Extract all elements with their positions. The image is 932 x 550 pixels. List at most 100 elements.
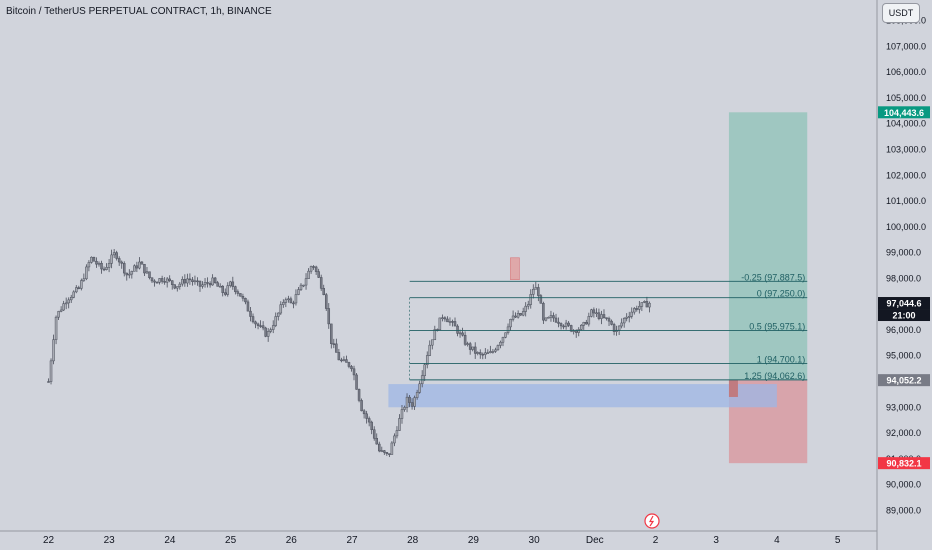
candle-body	[486, 352, 490, 354]
candle-body	[564, 322, 568, 328]
y-tick-label: 96,000.0	[886, 325, 921, 335]
candle-body	[463, 334, 467, 345]
candle-body	[431, 339, 434, 346]
candle-body	[453, 321, 457, 327]
candle-body	[110, 254, 113, 264]
candle-body	[155, 281, 159, 284]
candle-body	[302, 284, 305, 287]
candle-body	[327, 308, 331, 325]
clock-icon[interactable]	[644, 513, 660, 529]
candle-body	[176, 286, 179, 289]
candle-body	[72, 291, 75, 298]
x-tick-label: Dec	[586, 535, 604, 546]
candle-body	[292, 302, 295, 305]
target-zone[interactable]	[728, 112, 808, 381]
candle-body	[145, 271, 149, 274]
candle-body	[383, 450, 386, 453]
candle-body	[514, 315, 517, 318]
candle-body	[112, 252, 116, 256]
stop-price-tag: 90,832.1	[886, 459, 921, 469]
candle-body	[77, 287, 81, 289]
candle-body	[163, 281, 166, 283]
candle-body	[595, 312, 598, 315]
candle-body	[100, 262, 103, 270]
candle-body	[612, 324, 616, 332]
candle-body	[319, 277, 323, 289]
candle-body	[234, 286, 237, 292]
fib-level-label: 0.5 (95,975.1)	[749, 322, 805, 332]
x-tick-label: 30	[529, 535, 541, 546]
candle-body	[585, 322, 588, 325]
candle-body	[322, 288, 325, 295]
candle-body	[231, 281, 235, 287]
candle-body	[625, 316, 628, 319]
candle-body	[266, 331, 270, 337]
candle-body	[350, 366, 353, 370]
candle-body	[97, 262, 101, 265]
candle-body	[304, 278, 308, 286]
y-tick-label: 99,000.0	[886, 248, 921, 258]
candle-body	[466, 343, 469, 345]
candle-body	[499, 341, 502, 346]
candle-body	[261, 325, 265, 329]
x-tick-label: 5	[835, 535, 841, 546]
candle-body	[587, 316, 591, 325]
candle-body	[122, 263, 126, 274]
candle-body	[75, 287, 78, 293]
candle-body	[191, 279, 194, 282]
candle-body	[559, 323, 563, 327]
candle-body	[49, 360, 53, 382]
fib-level-label: 0 (97,250.0)	[757, 289, 806, 299]
candle-body	[370, 421, 373, 430]
candle-body	[52, 339, 55, 362]
candle-body	[395, 430, 399, 437]
candle-body	[610, 320, 613, 325]
candle-body	[297, 289, 300, 295]
candle-body	[491, 351, 495, 353]
candle-body	[509, 318, 512, 328]
current-price-tag: 97,044.6	[886, 299, 921, 309]
candle-body	[446, 318, 449, 323]
x-tick-label: 22	[43, 535, 55, 546]
candle-body	[385, 452, 389, 454]
time-axis[interactable]	[0, 531, 877, 550]
candle-body	[226, 285, 230, 295]
y-tick-label: 102,000.0	[886, 170, 926, 180]
x-tick-label: 4	[774, 535, 780, 546]
candle-body	[557, 321, 560, 324]
candle-body	[186, 278, 189, 284]
candle-body	[193, 280, 197, 283]
candle-body	[360, 400, 363, 412]
candle-body	[484, 352, 487, 355]
candle-body	[173, 284, 176, 289]
candle-body	[448, 321, 452, 323]
candle-body	[165, 278, 169, 283]
y-tick-label: 95,000.0	[886, 351, 921, 361]
candle-body	[259, 325, 262, 327]
candle-body	[148, 271, 151, 278]
candle-body	[249, 310, 252, 317]
candle-body	[279, 304, 283, 314]
demand-zone[interactable]	[388, 384, 777, 408]
candle-body	[398, 418, 401, 431]
candle-body	[87, 262, 91, 268]
candle-body	[140, 261, 144, 265]
candle-body	[345, 359, 348, 363]
candle-body	[481, 353, 485, 356]
candle-body	[567, 322, 570, 326]
candle-body	[287, 298, 290, 301]
candle-body	[57, 311, 60, 318]
candle-body	[117, 258, 121, 263]
candle-body	[526, 304, 530, 307]
candle-body	[208, 283, 212, 286]
candle-body	[539, 295, 543, 304]
candle-body	[80, 280, 83, 289]
candle-body	[592, 309, 596, 314]
candle-body	[580, 325, 583, 330]
currency-button[interactable]: USDT	[882, 3, 920, 23]
candle-body	[251, 316, 255, 323]
candle-body	[342, 359, 346, 361]
candle-body	[347, 362, 351, 367]
candle-body	[479, 352, 482, 355]
